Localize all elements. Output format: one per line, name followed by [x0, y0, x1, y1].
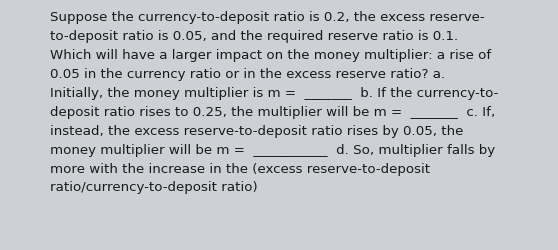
Text: ratio/currency-to-deposit ratio): ratio/currency-to-deposit ratio) [50, 181, 258, 194]
Text: Which will have a larger impact on the money multiplier: a rise of: Which will have a larger impact on the m… [50, 49, 492, 62]
Text: money multiplier will be m =  ___________  d. So, multiplier falls by: money multiplier will be m = ___________… [50, 143, 496, 156]
Text: Suppose the currency-to-deposit ratio is 0.2, the excess reserve-: Suppose the currency-to-deposit ratio is… [50, 11, 485, 24]
Text: more with the increase in the (excess reserve-to-deposit: more with the increase in the (excess re… [50, 162, 430, 175]
Text: 0.05 in the currency ratio or in the excess reserve ratio? a.: 0.05 in the currency ratio or in the exc… [50, 68, 445, 81]
Text: Initially, the money multiplier is m =  _______  b. If the currency-to-: Initially, the money multiplier is m = _… [50, 86, 499, 100]
Text: deposit ratio rises to 0.25, the multiplier will be m =  _______  c. If,: deposit ratio rises to 0.25, the multipl… [50, 106, 496, 118]
Text: to-deposit ratio is 0.05, and the required reserve ratio is 0.1.: to-deposit ratio is 0.05, and the requir… [50, 30, 459, 43]
Text: instead, the excess reserve-to-deposit ratio rises by 0.05, the: instead, the excess reserve-to-deposit r… [50, 124, 464, 137]
